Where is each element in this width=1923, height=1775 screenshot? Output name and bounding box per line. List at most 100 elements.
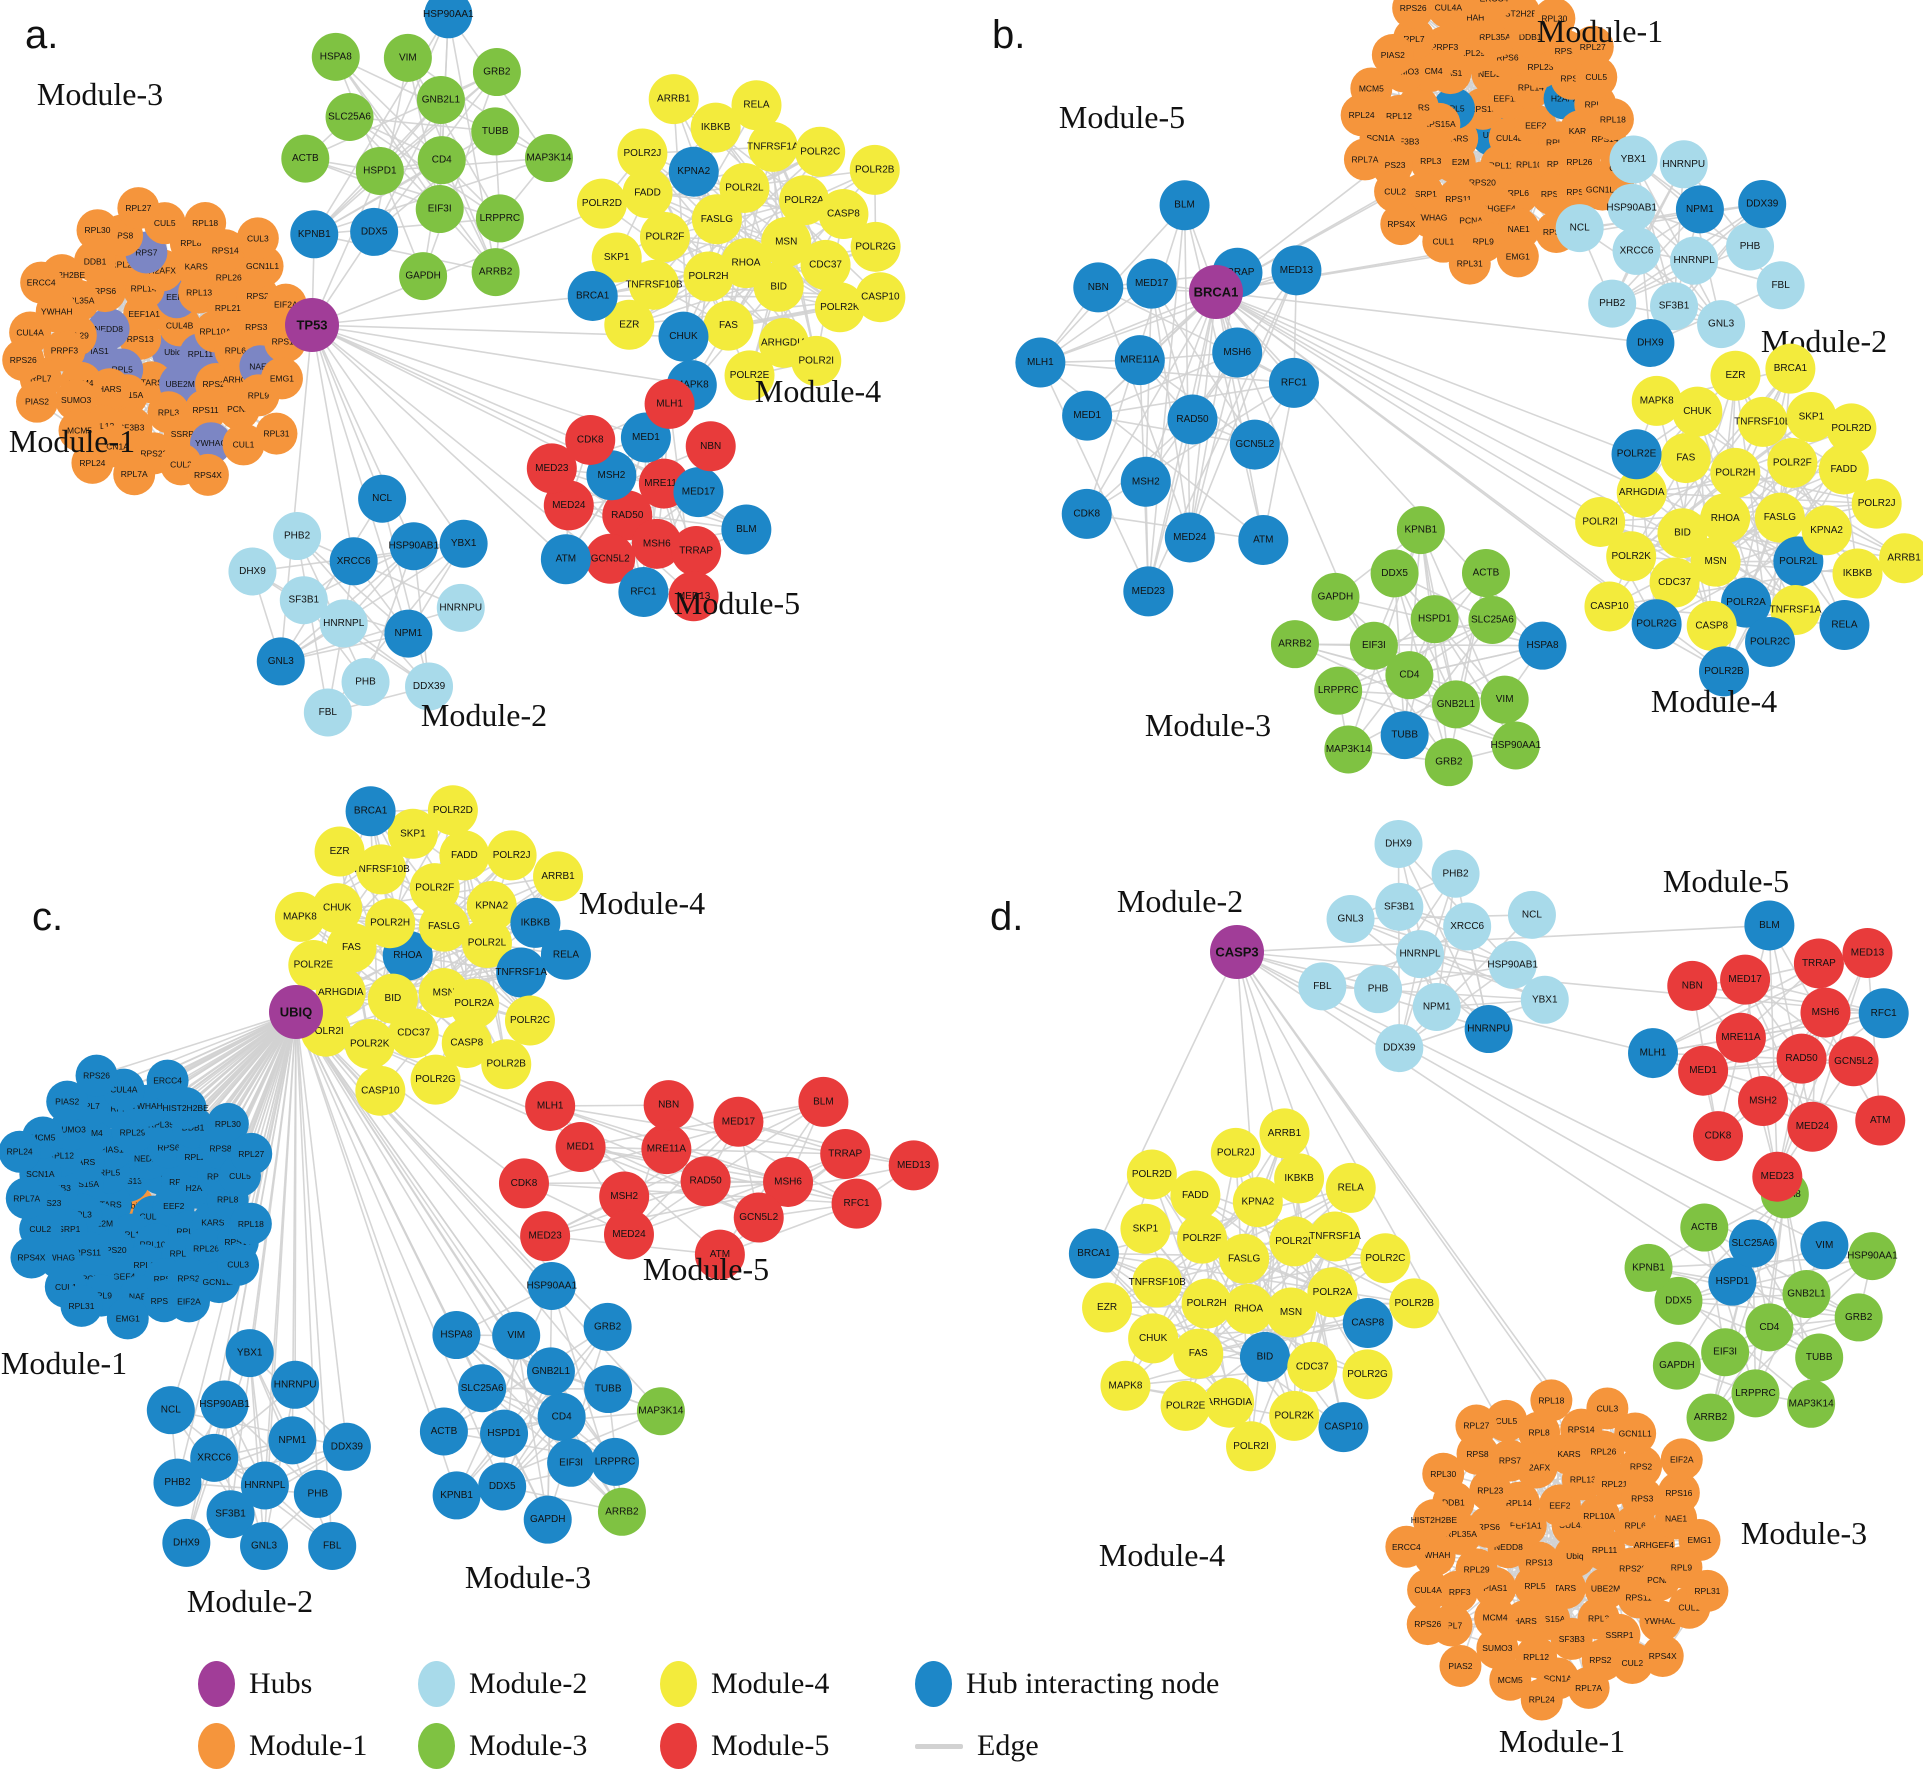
gene-node-ATM — [1238, 514, 1289, 565]
gene-node-SF3B1 — [1375, 882, 1424, 931]
hub-edge — [1145, 291, 1217, 483]
gene-node-RPS4X — [1380, 203, 1423, 246]
gene-node-RPL31 — [60, 1284, 103, 1327]
gene-node-VIM — [1480, 675, 1529, 724]
gene-node-GRB2 — [1834, 1293, 1883, 1342]
hub-edge — [295, 1011, 553, 1287]
edge — [305, 157, 501, 220]
gene-node-POLR2D — [576, 178, 627, 229]
gene-node-ERCC4 — [20, 261, 63, 304]
edge — [580, 1101, 824, 1148]
gene-node-DHX9 — [1626, 318, 1675, 367]
module-label-c-module-2: Module-2 — [187, 1583, 313, 1619]
hub-edge — [295, 1011, 517, 1337]
gene-node-DDX5 — [478, 1462, 527, 1511]
gene-node-MED17 — [1720, 954, 1771, 1005]
gene-node-MED24 — [1164, 512, 1215, 563]
gene-node-IKBKB — [510, 897, 561, 948]
gene-node-HSPD1 — [1410, 595, 1459, 644]
module-label-d-module-4: Module-4 — [1099, 1537, 1225, 1573]
edge — [515, 1335, 549, 1520]
gene-node-DDX39 — [1375, 1024, 1424, 1073]
gene-node-RPL27 — [230, 1132, 273, 1175]
gene-node-MAP3K14 — [636, 1387, 685, 1436]
hub-node-tp53 — [285, 298, 339, 352]
gene-node-CHUK — [658, 311, 709, 362]
hub-edge — [295, 1011, 572, 1464]
gene-node-CD4 — [1385, 651, 1434, 700]
hub-edge — [311, 295, 593, 326]
gene-node-EIF3I — [1349, 621, 1398, 670]
gene-node-HSPD1 — [480, 1409, 529, 1458]
gene-node-BID — [1239, 1331, 1290, 1382]
hub-edge — [295, 1011, 445, 1432]
gene-node-BID — [753, 261, 804, 312]
gene-node-EIF2A — [167, 1280, 210, 1323]
legend-label: Module-2 — [469, 1667, 588, 1700]
gene-node-DDB1 — [74, 240, 117, 283]
legend-item-edge: Edge — [915, 1722, 1039, 1770]
gene-node-ACTB — [1680, 1203, 1729, 1252]
gene-node-FASLG — [1754, 492, 1805, 543]
gene-node-GAPDH — [1311, 572, 1360, 621]
gene-node-RPL7A — [1343, 138, 1386, 181]
gene-node-POLR2K — [1269, 1390, 1320, 1441]
gene-node-POLR2H — [1710, 447, 1761, 498]
gene-node-POLR2F — [409, 863, 460, 914]
gene-node-PHB2 — [1588, 279, 1637, 328]
node-layer-b: UbiqRPS13CUL4BTARSEEF1A1RPL11RPL5EEF2UBE… — [992, 0, 1923, 787]
gene-node-MLH1 — [1015, 337, 1066, 388]
gene-node-EIF3I — [547, 1438, 596, 1487]
gene-node-POLR2F — [639, 212, 690, 263]
gene-node-CUL3 — [217, 1243, 260, 1286]
gene-node-POLR2E — [288, 940, 339, 991]
gene-node-FBL — [1756, 261, 1805, 310]
module-label-d-module-1: Module-1 — [1499, 1723, 1625, 1759]
gene-node-YBX1 — [1609, 135, 1658, 184]
gene-node-CUL4A — [1407, 1568, 1450, 1611]
gene-node-CASP10 — [355, 1065, 406, 1116]
hub-edge — [311, 324, 465, 545]
module-5-color-swatch — [660, 1723, 697, 1769]
gene-node-POLR2A — [449, 978, 500, 1029]
gene-node-RELA — [731, 80, 782, 131]
gene-node-LRPPRC — [1314, 666, 1363, 715]
gene-node-POLR2H — [365, 898, 416, 949]
gene-node-POLR2B — [481, 1039, 532, 1090]
gene-node-ARRB1 — [648, 74, 699, 125]
gene-node-CDC37 — [800, 239, 851, 290]
gene-node-DDX39 — [405, 662, 454, 711]
gene-node-TNFRSF10B — [628, 259, 679, 310]
gene-node-EZR — [314, 826, 365, 877]
legend-label: Edge — [977, 1729, 1039, 1762]
gene-node-YBX1 — [225, 1329, 274, 1378]
gene-node-POLR2K — [1606, 531, 1657, 582]
gene-node-POLR2C — [504, 995, 555, 1046]
edge — [1198, 1322, 1368, 1355]
gene-node-SKP1 — [387, 808, 438, 859]
module-label-a-module-4: Module-4 — [755, 373, 881, 409]
gene-node-RAD50 — [1167, 394, 1218, 445]
edge — [1768, 925, 1779, 1177]
gene-node-TARS — [1544, 1567, 1587, 1610]
hub-edge — [1086, 291, 1217, 515]
module-label-d-module-5: Module-5 — [1663, 863, 1789, 899]
gene-node-VIM — [383, 33, 432, 82]
edge — [1397, 843, 1490, 1030]
gene-node-FADD — [622, 168, 673, 219]
gene-node-IKBKB — [1832, 548, 1883, 599]
gene-node-RFC1 — [831, 1178, 882, 1229]
gene-node-HNRNPU — [436, 583, 485, 632]
gene-node-POLR2D — [1826, 403, 1877, 454]
module-label-b-module-4: Module-4 — [1651, 683, 1777, 719]
edge — [1632, 159, 1675, 307]
gene-node-POLR2K — [814, 282, 865, 333]
gene-node-MED17 — [1126, 258, 1177, 309]
module-4-color-swatch — [660, 1661, 697, 1707]
gene-node-EIF2A — [1660, 1438, 1703, 1481]
gene-node-CDK8 — [1061, 488, 1112, 539]
gene-node-HSPD1 — [355, 146, 404, 195]
gene-node-BID — [1657, 508, 1708, 559]
module-2-color-swatch — [418, 1661, 455, 1707]
